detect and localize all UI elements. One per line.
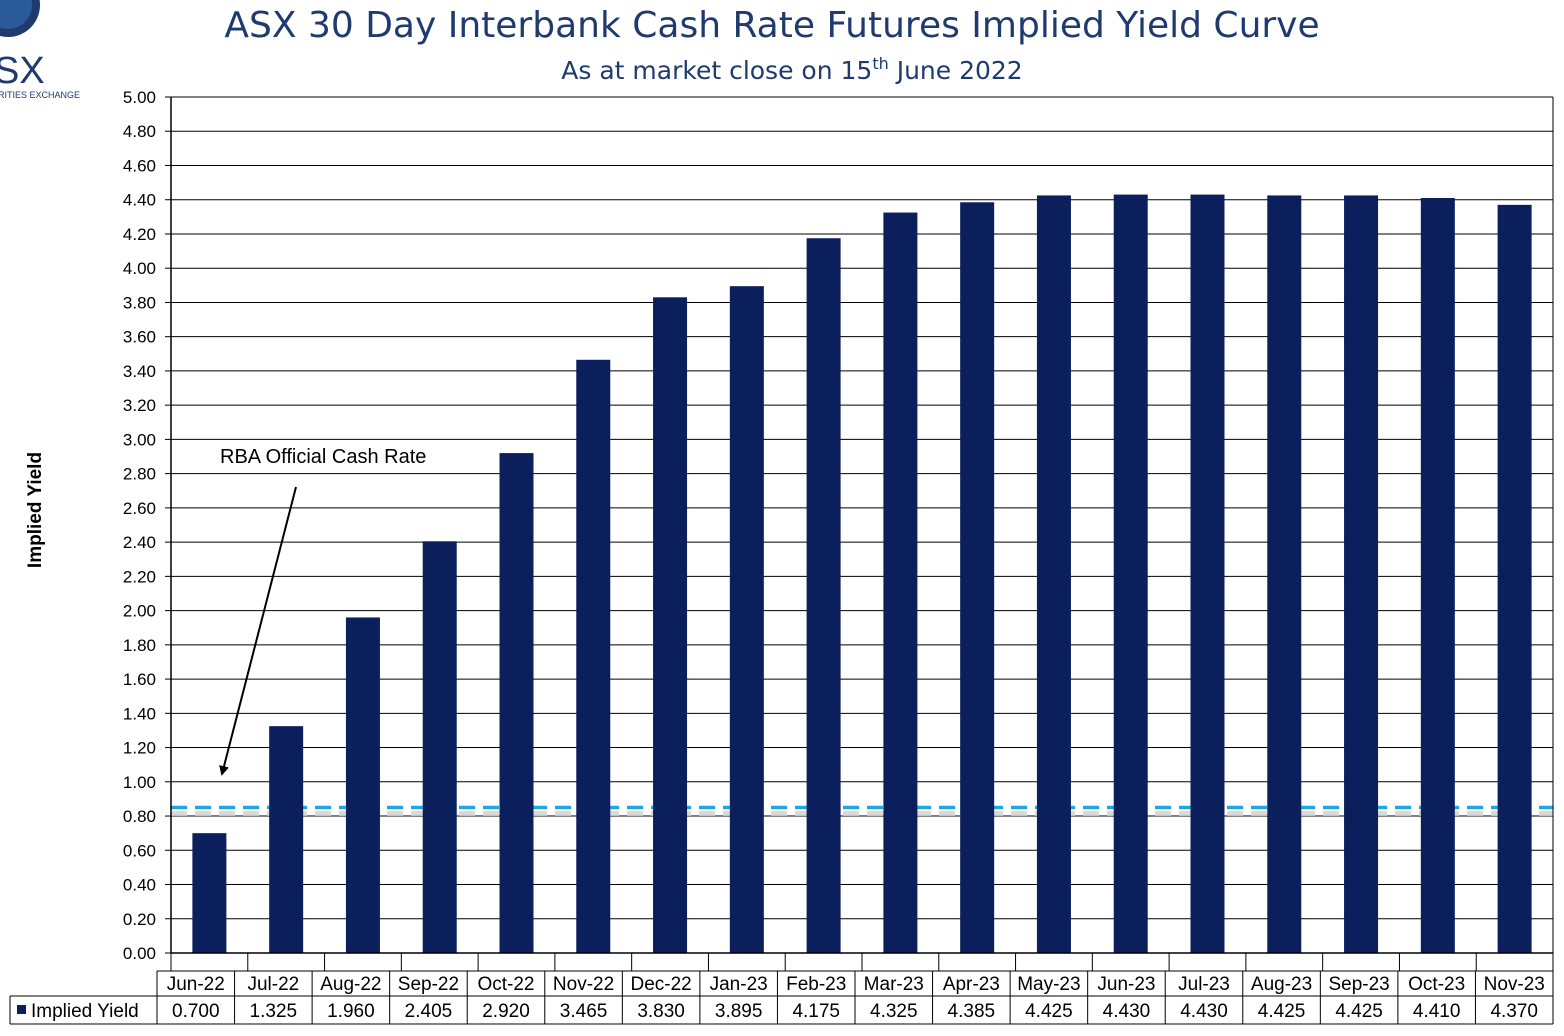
bar xyxy=(883,212,918,953)
y-tick-label: 1.20 xyxy=(123,739,156,758)
data-label: 4.430 xyxy=(1180,1001,1228,1022)
y-tick-label: 0.80 xyxy=(123,807,156,826)
y-tick-label: 4.60 xyxy=(123,156,156,175)
y-axis-label: Implied Yield xyxy=(25,452,46,568)
bar xyxy=(345,617,380,953)
legend-label: Implied Yield xyxy=(31,1001,139,1022)
x-tick-label: Jul-22 xyxy=(247,974,299,995)
bar xyxy=(1190,194,1225,954)
x-tick-label: Sep-22 xyxy=(398,974,459,995)
x-tick-label: Jul-23 xyxy=(1178,974,1230,995)
y-tick-label: 3.40 xyxy=(123,362,156,381)
y-tick-label: 4.20 xyxy=(123,225,156,244)
x-tick-label: Jun-22 xyxy=(167,974,225,995)
data-label: 3.830 xyxy=(637,1001,685,1022)
x-tick-label: Nov-23 xyxy=(1484,974,1545,995)
x-tick-label: Aug-23 xyxy=(1251,974,1312,995)
y-tick-label: 1.40 xyxy=(123,704,156,723)
bar xyxy=(499,453,534,953)
x-tick-label: Oct-22 xyxy=(477,974,534,995)
bar xyxy=(1344,195,1379,953)
y-tick-label: 2.80 xyxy=(123,465,156,484)
y-tick-label: 1.60 xyxy=(123,670,156,689)
x-tick-label: Sep-23 xyxy=(1328,974,1389,995)
chart-subtitle: As at market close on 15th June 2022 xyxy=(561,54,1022,85)
x-tick-label: Oct-23 xyxy=(1408,974,1465,995)
bar xyxy=(960,202,995,954)
bar xyxy=(1267,195,1302,953)
data-label: 4.175 xyxy=(792,1001,840,1022)
logo-tagline: RITIES EXCHANGE xyxy=(0,90,80,100)
x-tick-label: Mar-23 xyxy=(864,974,924,995)
data-label: 1.325 xyxy=(250,1001,298,1022)
y-tick-label: 2.20 xyxy=(123,567,156,586)
data-label: 4.370 xyxy=(1490,1001,1538,1022)
bar xyxy=(422,541,457,953)
x-tick-label: May-23 xyxy=(1017,974,1080,995)
y-tick-label: 4.40 xyxy=(123,191,156,210)
y-tick-label: 3.00 xyxy=(123,430,156,449)
data-label: 4.425 xyxy=(1025,1001,1073,1022)
bar xyxy=(192,833,227,953)
data-label: 4.425 xyxy=(1335,1001,1383,1022)
reference-line-group xyxy=(171,805,1553,816)
data-label: 3.895 xyxy=(715,1001,763,1022)
legend-swatch xyxy=(17,1005,26,1014)
bar xyxy=(1036,195,1071,953)
y-tick-label: 3.80 xyxy=(123,293,156,312)
annotation-arrow xyxy=(219,486,297,776)
data-label: 2.920 xyxy=(482,1001,530,1022)
bar xyxy=(1497,204,1532,953)
data-label: 4.410 xyxy=(1413,1001,1461,1022)
y-tick-label: 0.60 xyxy=(123,841,156,860)
y-tick-label: 4.80 xyxy=(123,122,156,141)
x-tick-label: Aug-22 xyxy=(320,974,381,995)
x-tick-label: Jan-23 xyxy=(710,974,768,995)
data-label: 4.430 xyxy=(1103,1001,1151,1022)
bar xyxy=(653,297,688,954)
x-tick-label: Jun-23 xyxy=(1097,974,1155,995)
y-tick-label: 2.00 xyxy=(123,602,156,621)
logo-name: SX xyxy=(0,50,45,92)
plot-frame xyxy=(170,96,1554,971)
bar xyxy=(1420,198,1455,953)
bars xyxy=(192,194,1532,954)
x-tick-label: Dec-22 xyxy=(630,974,691,995)
y-tick-label: 1.80 xyxy=(123,636,156,655)
chart-title: ASX 30 Day Interbank Cash Rate Futures I… xyxy=(224,5,1319,46)
x-tick-label: Nov-22 xyxy=(553,974,614,995)
y-tick-label: 5.00 xyxy=(123,88,156,107)
bar xyxy=(576,359,611,953)
y-tick-label: 0.40 xyxy=(123,876,156,895)
bar xyxy=(806,238,841,954)
bar xyxy=(729,286,764,953)
y-tick-label: 1.00 xyxy=(123,773,156,792)
asx-logo: SX RITIES EXCHANGE xyxy=(0,0,80,100)
data-label: 4.385 xyxy=(948,1001,996,1022)
y-tick-label: 4.00 xyxy=(123,259,156,278)
data-label: 2.405 xyxy=(405,1001,453,1022)
data-table: Jun-22 0.700 Jul-22 1.325 Aug-22 1.960 Sep-22 2… xyxy=(9,970,1554,1025)
x-tick-label: Apr-23 xyxy=(943,974,1000,995)
data-label: 3.465 xyxy=(560,1001,608,1022)
y-tick-label: 2.40 xyxy=(123,533,156,552)
data-label: 4.325 xyxy=(870,1001,918,1022)
data-label: 4.425 xyxy=(1258,1001,1306,1022)
y-tick-label: 2.60 xyxy=(123,499,156,518)
data-label: 0.700 xyxy=(172,1001,220,1022)
bar xyxy=(1113,194,1148,954)
bar xyxy=(269,726,304,953)
y-tick-label: 0.20 xyxy=(123,910,156,929)
y-tick-label: 3.60 xyxy=(123,328,156,347)
y-tick-label: 0.00 xyxy=(123,944,156,963)
y-axis-ticks: 0.00 0.20 0.40 0.60 0.80 1.00 1.20 1.40 1.60 1.80… xyxy=(123,88,171,963)
annotation-label: RBA Official Cash Rate xyxy=(220,446,426,468)
y-tick-label: 3.20 xyxy=(123,396,156,415)
x-tick-label: Feb-23 xyxy=(786,974,846,995)
data-label: 1.960 xyxy=(327,1001,375,1022)
